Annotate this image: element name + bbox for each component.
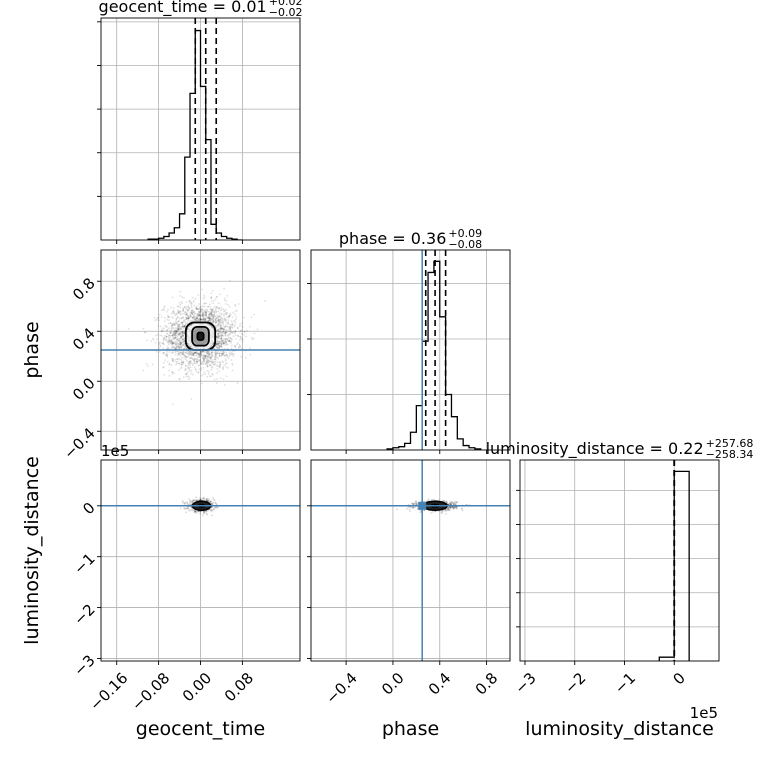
- title-sup: +0.02: [269, 0, 303, 8]
- title-sub: −0.08: [448, 238, 482, 251]
- y-tick-label: 0.8: [69, 274, 99, 304]
- x-axis-label-luminosity-distance: luminosity_distance: [525, 718, 714, 740]
- title-main: phase = 0.36: [339, 229, 446, 248]
- x-tick-label: −0.4: [322, 669, 360, 707]
- y-tick-label: −2: [70, 600, 98, 628]
- x-tick-label: −3: [511, 669, 539, 697]
- x-tick-label: −1: [611, 669, 639, 697]
- title-main: luminosity_distance = 0.22: [486, 439, 704, 459]
- hist-phase-frame: [310, 249, 511, 451]
- x-axis-label-geocent-time: geocent_time: [136, 718, 265, 740]
- density-fill: [197, 332, 204, 340]
- x-tick-label: 0.00: [179, 669, 215, 705]
- y-tick-label: 0.0: [69, 374, 99, 404]
- x-tick-label: 0.8: [472, 669, 502, 699]
- hist-geocent-time-title: geocent_time = 0.01 +0.02−0.02: [99, 0, 303, 19]
- x-tick-label: −2: [561, 669, 589, 697]
- contour-line: [196, 331, 205, 341]
- scatter-distance-vs-phase: −0.4 0.0 0.4 0.8: [307, 459, 511, 708]
- title-sup: +0.09: [448, 227, 482, 240]
- hist-luminosity-distance-frame: [519, 459, 720, 662]
- x-offset-label: 1e5: [690, 704, 718, 722]
- x-tick-label: −0.08: [128, 669, 173, 714]
- truth-marker: [418, 501, 427, 510]
- x-axis-label-phase: phase: [382, 718, 439, 740]
- scatter-phase-vs-geocent-time: −0.4 0.0 0.4 0.8: [60, 249, 301, 463]
- y-offset-label: 1e5: [101, 442, 129, 460]
- title-sub: −0.02: [269, 6, 303, 19]
- hist-phase-title: phase = 0.36 +0.09−0.08: [339, 227, 482, 251]
- y-tick-label: 0: [79, 499, 98, 518]
- y-axis-label-phase: phase: [21, 321, 43, 378]
- title-sup: +257.68: [706, 437, 754, 450]
- hist-luminosity-distance-title: luminosity_distance = 0.22 +257.68−258.34: [486, 437, 754, 461]
- y-axis-label-luminosity-distance: luminosity_distance: [21, 456, 43, 645]
- x-tick-label: 0: [669, 669, 688, 688]
- y-tick-label: −3: [70, 651, 98, 679]
- histogram-outline: [386, 260, 482, 450]
- y-tick-label: −1: [70, 550, 98, 578]
- x-tick-label: 0.0: [378, 669, 408, 699]
- title-sub: −258.34: [706, 448, 754, 461]
- hist-phase: 1236164098160170120503010421: [307, 249, 511, 454]
- y-tick-label: −0.4: [60, 424, 98, 462]
- x-tick-label: 0.4: [425, 669, 455, 699]
- x-tick-label: −0.16: [86, 669, 131, 714]
- axis-labels: geocent_time phase luminosity_distancephas…: [21, 321, 714, 740]
- x-tick-label: 0.08: [221, 669, 257, 705]
- contour-line: [191, 325, 210, 347]
- scatter-distance-vs-geocent-time: −0.16−0.08 0.00 0.08 −3 −2 −1 0 1e5: [70, 442, 301, 714]
- hist-luminosity-distance: 2100: [516, 459, 720, 665]
- y-tick-label: 0.4: [69, 324, 99, 354]
- title-main: geocent_time = 0.01: [99, 0, 267, 17]
- scatter-distance-vs-phase-frame: [310, 459, 511, 662]
- hist-geocent-time: 112481430951682401761151884210: [97, 17, 301, 244]
